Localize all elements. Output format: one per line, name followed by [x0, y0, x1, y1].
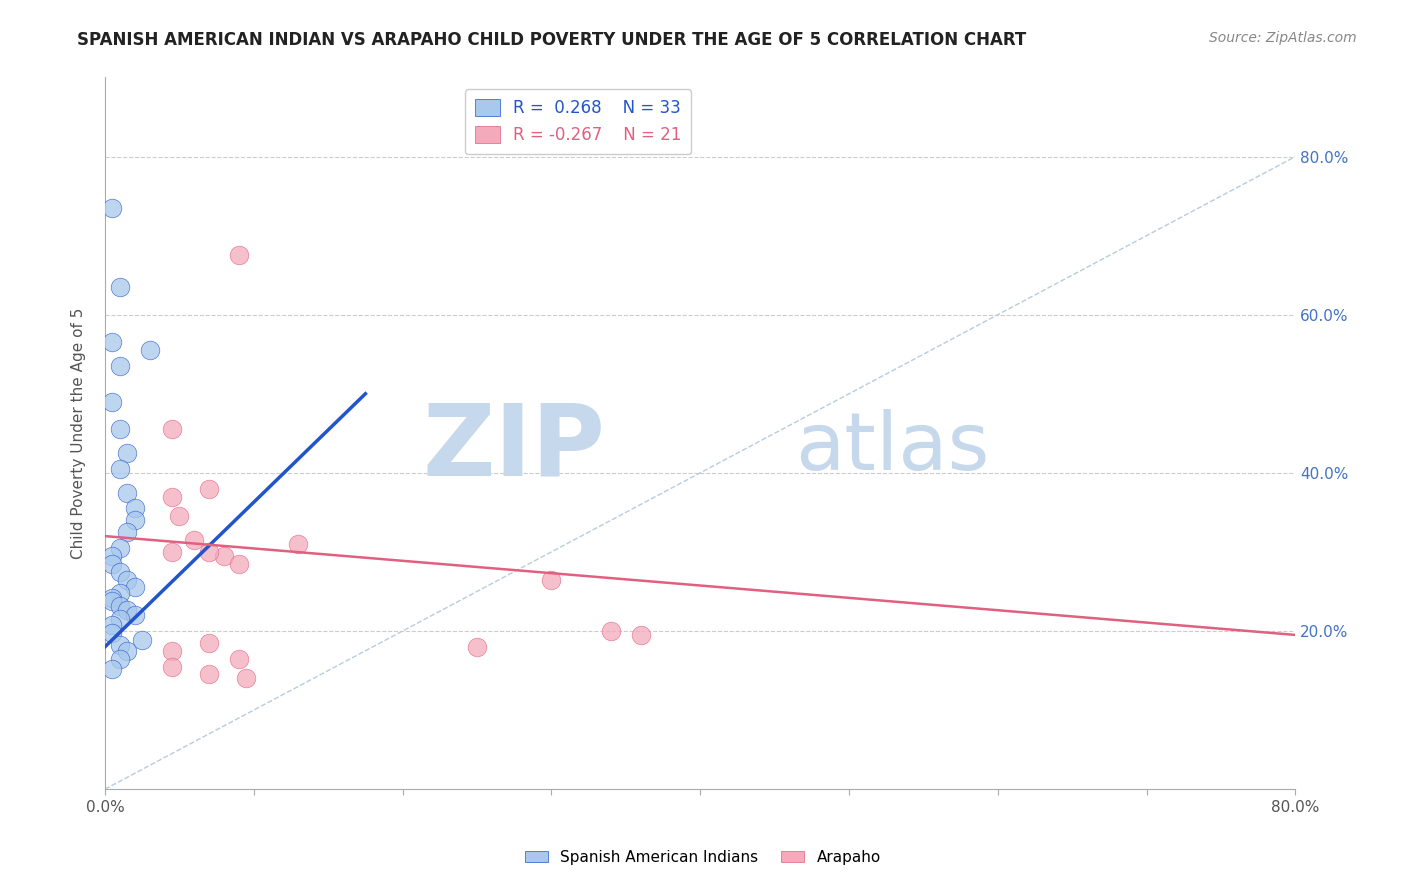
- Point: [108, 612, 131, 626]
- Point: [198, 667, 221, 681]
- Point: [198, 545, 221, 559]
- Point: [108, 638, 131, 652]
- Point: [198, 482, 221, 496]
- Point: [117, 525, 139, 540]
- Point: [101, 662, 124, 676]
- Text: SPANISH AMERICAN INDIAN VS ARAPAHO CHILD POVERTY UNDER THE AGE OF 5 CORRELATION : SPANISH AMERICAN INDIAN VS ARAPAHO CHILD…: [77, 31, 1026, 49]
- Point: [108, 651, 131, 665]
- Point: [101, 394, 124, 409]
- Legend: R =  0.268    N = 33, R = -0.267    N = 21: R = 0.268 N = 33, R = -0.267 N = 21: [464, 89, 692, 154]
- Point: [160, 422, 183, 436]
- Point: [228, 557, 250, 571]
- Point: [101, 591, 124, 605]
- Point: [108, 586, 131, 600]
- Point: [160, 659, 183, 673]
- Point: [101, 335, 124, 350]
- Point: [124, 581, 146, 595]
- Point: [101, 201, 124, 215]
- Point: [101, 617, 124, 632]
- Point: [117, 573, 139, 587]
- Point: [183, 533, 205, 547]
- Point: [101, 625, 124, 640]
- Point: [117, 644, 139, 658]
- Point: [228, 248, 250, 262]
- Point: [131, 633, 153, 648]
- Point: [108, 280, 131, 294]
- Point: [101, 594, 124, 608]
- Point: [540, 573, 562, 587]
- Point: [117, 603, 139, 617]
- Point: [600, 624, 623, 638]
- Point: [124, 608, 146, 623]
- Point: [287, 537, 309, 551]
- Point: [235, 672, 257, 686]
- Point: [198, 636, 221, 650]
- Point: [108, 422, 131, 436]
- Point: [108, 359, 131, 373]
- Point: [228, 651, 250, 665]
- Point: [124, 513, 146, 527]
- Point: [117, 446, 139, 460]
- Point: [108, 599, 131, 613]
- Point: [117, 485, 139, 500]
- Y-axis label: Child Poverty Under the Age of 5: Child Poverty Under the Age of 5: [72, 308, 86, 559]
- Text: ZIP: ZIP: [422, 399, 605, 496]
- Point: [108, 565, 131, 579]
- Legend: Spanish American Indians, Arapaho: Spanish American Indians, Arapaho: [519, 844, 887, 871]
- Point: [465, 640, 488, 654]
- Point: [212, 549, 235, 563]
- Point: [101, 549, 124, 563]
- Point: [108, 541, 131, 555]
- Text: Source: ZipAtlas.com: Source: ZipAtlas.com: [1209, 31, 1357, 45]
- Point: [160, 545, 183, 559]
- Point: [124, 501, 146, 516]
- Point: [169, 509, 191, 524]
- Point: [101, 557, 124, 571]
- Point: [138, 343, 160, 358]
- Point: [160, 490, 183, 504]
- Point: [160, 644, 183, 658]
- Point: [630, 628, 652, 642]
- Text: atlas: atlas: [796, 409, 990, 486]
- Point: [108, 462, 131, 476]
